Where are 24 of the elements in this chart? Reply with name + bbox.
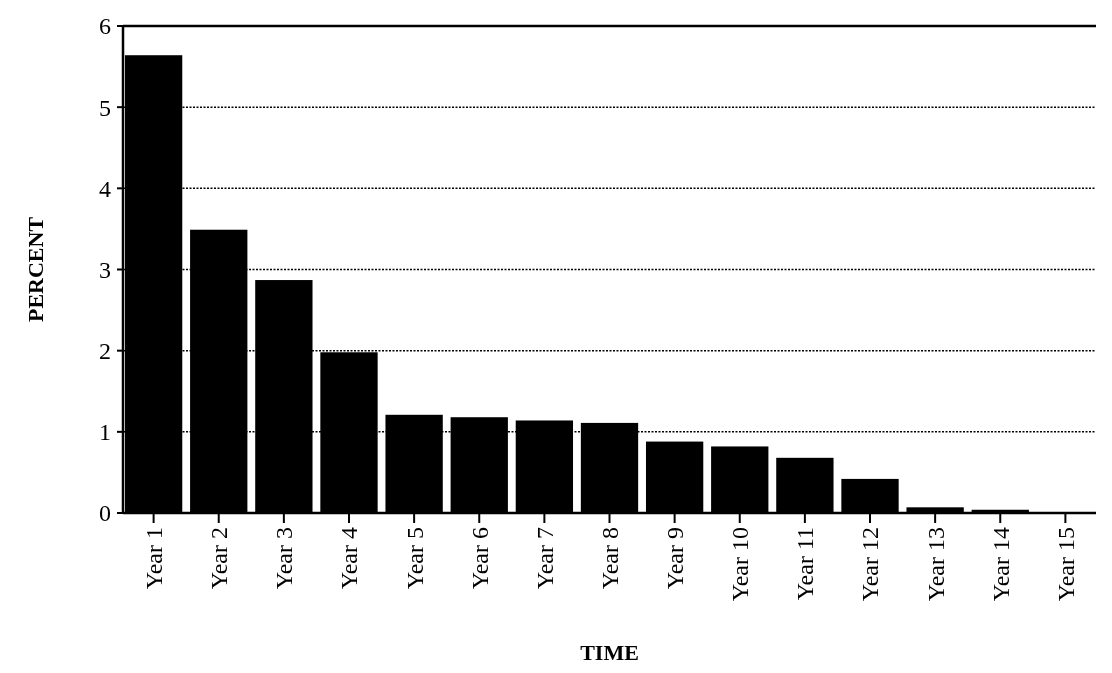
y-tick-label: 1 bbox=[99, 419, 111, 446]
x-tick-label: Year 15 bbox=[1052, 527, 1079, 602]
y-tick-label: 5 bbox=[99, 94, 111, 121]
x-tick-label: Year 9 bbox=[662, 527, 689, 590]
x-axis-title: TIME bbox=[580, 640, 639, 665]
x-tick-label: Year 8 bbox=[596, 527, 623, 590]
x-tick-label: Year 2 bbox=[206, 527, 233, 590]
y-tick-label: 2 bbox=[99, 338, 111, 365]
x-tick-label: Year 5 bbox=[401, 527, 428, 590]
y-axis-title: PERCENT bbox=[23, 216, 48, 323]
x-tick-label: Year 13 bbox=[922, 527, 949, 602]
x-tick-label: Year 3 bbox=[271, 527, 298, 590]
x-tick-label: Year 11 bbox=[792, 527, 819, 601]
x-tick-label: Year 10 bbox=[727, 527, 754, 602]
y-tick-label: 4 bbox=[99, 175, 111, 202]
x-tick-label: Year 4 bbox=[336, 527, 363, 590]
y-tick-label: 3 bbox=[99, 256, 111, 283]
x-tick-label: Year 14 bbox=[987, 527, 1014, 602]
y-tick-label: 0 bbox=[99, 500, 111, 527]
x-tick-label: Year 1 bbox=[141, 527, 168, 590]
x-tick-label: Year 7 bbox=[531, 527, 558, 590]
x-tick-label: Year 12 bbox=[857, 527, 884, 602]
x-tick-label: Year 6 bbox=[466, 527, 493, 590]
y-tick-label: 6 bbox=[99, 13, 111, 40]
